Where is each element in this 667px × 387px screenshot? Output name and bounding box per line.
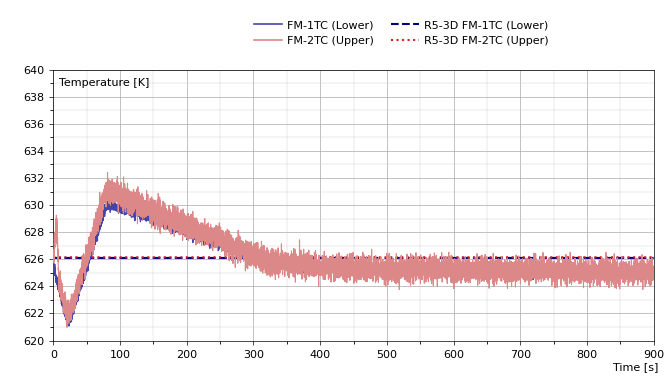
Legend: FM-1TC (Lower), FM-2TC (Upper), R5-3D FM-1TC (Lower), R5-3D FM-2TC (Upper): FM-1TC (Lower), FM-2TC (Upper), R5-3D FM… (249, 15, 554, 50)
X-axis label: Time [s]: Time [s] (613, 362, 658, 372)
Text: Temperature [K]: Temperature [K] (59, 78, 149, 88)
